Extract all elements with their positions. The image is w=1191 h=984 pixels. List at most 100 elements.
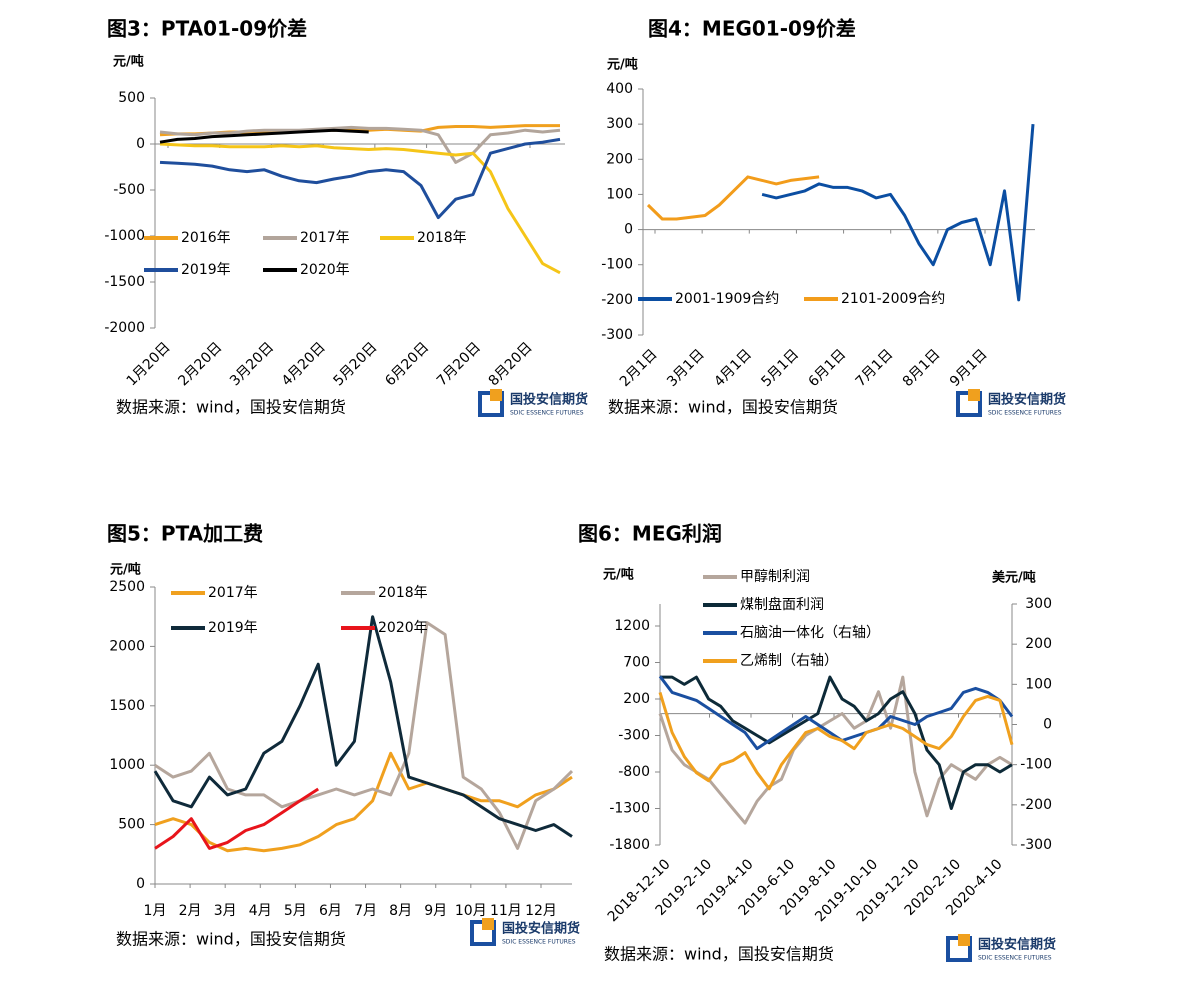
x-tick-label: 8月20日 <box>486 339 536 389</box>
series-line <box>159 128 369 144</box>
series-line <box>159 137 561 220</box>
y-unit: 元/吨 <box>110 562 141 578</box>
source: 数据来源：wind，国投安信期货 <box>608 398 838 417</box>
x-tick-label: 7月 <box>354 903 377 919</box>
y-tick-label: -200 <box>601 292 633 308</box>
y-tick-label: 2500 <box>109 579 145 595</box>
legend-label: 2019年 <box>208 620 258 636</box>
y-tick-label: 200 <box>606 151 633 167</box>
series-line <box>154 621 574 850</box>
legend-label: 2017年 <box>208 585 258 601</box>
y-tick-label: -300 <box>601 327 633 343</box>
x-tick-label: 5月1日 <box>758 346 802 390</box>
logo-icon-accent <box>968 389 980 401</box>
legend-label: 乙烯制（右轴） <box>740 653 838 669</box>
y-tick-label: -100 <box>601 257 633 273</box>
series-line <box>159 125 561 164</box>
y2-unit: 美元/吨 <box>992 570 1036 586</box>
y-tick-label: -300 <box>618 728 650 744</box>
y2-tick-label: -300 <box>1020 837 1052 853</box>
logo-icon-accent <box>482 918 494 930</box>
y2-tick-label: 100 <box>1025 676 1052 692</box>
legend-label: 煤制盘面利润 <box>740 596 824 613</box>
y-unit: 元/吨 <box>113 54 144 70</box>
x-tick-label: 12月 <box>525 903 557 919</box>
chart-title: 图6：MEG利润 <box>578 522 722 546</box>
x-tick-label: 4月20日 <box>279 339 329 389</box>
legend-label: 甲醇制利润 <box>740 568 810 585</box>
series-line <box>660 675 1013 810</box>
y-tick-label: -500 <box>113 182 145 198</box>
y-unit: 元/吨 <box>603 567 634 583</box>
logo-sub: SDIC ESSENCE FUTURES <box>502 939 576 946</box>
x-tick-label: 7月1日 <box>853 346 897 390</box>
y-tick-label: -1800 <box>609 837 650 853</box>
legend-label: 2018年 <box>378 585 428 601</box>
logo-text: 国投安信期货 <box>978 937 1056 953</box>
y-tick-label: 1500 <box>109 698 145 714</box>
x-tick-label: 4月1日 <box>711 346 755 390</box>
y-tick-label: 100 <box>606 186 633 202</box>
y2-tick-label: 300 <box>1025 596 1052 612</box>
x-tick-label: 3月1日 <box>664 346 708 390</box>
source: 数据来源：wind，国投安信期货 <box>116 398 346 417</box>
series-line <box>154 787 320 850</box>
y-unit: 元/吨 <box>607 57 638 73</box>
y-tick-label: 2000 <box>109 638 145 654</box>
y-tick-label: 700 <box>623 655 650 671</box>
y2-tick-label: 200 <box>1025 636 1052 652</box>
logo-sub: SDIC ESSENCE FUTURES <box>988 410 1062 417</box>
x-tick-label: 1月 <box>144 903 167 919</box>
x-tick-label: 3月 <box>214 903 237 919</box>
y2-tick-label: -100 <box>1020 757 1052 773</box>
legend-label: 2016年 <box>181 230 231 246</box>
legend-label: 石脑油一体化（右轴） <box>740 625 880 641</box>
y-tick-label: -1300 <box>609 801 650 817</box>
series-line <box>646 175 820 221</box>
y-tick-label: 400 <box>606 81 633 97</box>
x-tick-label: 2月1日 <box>617 346 661 390</box>
legend-label: 2001-1909合约 <box>675 291 779 307</box>
x-tick-label: 6月20日 <box>382 339 432 389</box>
x-tick-label: 8月1日 <box>900 346 944 390</box>
x-tick-label: 11月 <box>490 903 522 919</box>
y-tick-label: 1000 <box>109 757 145 773</box>
x-tick-label: 5月20日 <box>330 339 380 389</box>
legend-label: 2020年 <box>378 620 428 636</box>
x-tick-label: 9月 <box>424 903 447 919</box>
legend-label: 2019年 <box>181 262 231 278</box>
y-tick-label: 0 <box>136 136 145 152</box>
x-tick-label: 10月 <box>455 903 487 919</box>
logo-text: 国投安信期货 <box>510 392 588 408</box>
x-tick-label: 7月20日 <box>434 339 484 389</box>
y-tick-label: -1000 <box>104 228 145 244</box>
x-tick-label: 6月 <box>319 903 342 919</box>
series-line <box>658 675 1014 751</box>
series-line <box>159 142 561 275</box>
x-tick-label: 9月1日 <box>947 346 991 390</box>
y-tick-label: 1200 <box>614 618 650 634</box>
x-tick-label: 3月20日 <box>227 339 277 389</box>
x-tick-label: 8月 <box>389 903 412 919</box>
y-tick-label: -1500 <box>104 274 145 290</box>
chart-title: 图3：PTA01-09价差 <box>107 17 307 41</box>
logo-sub: SDIC ESSENCE FUTURES <box>978 955 1052 962</box>
y-tick-label: -800 <box>618 764 650 780</box>
x-tick-label: 2月 <box>179 903 202 919</box>
y-tick-label: 200 <box>623 691 650 707</box>
source: 数据来源：wind，国投安信期货 <box>116 930 346 949</box>
y2-tick-label: 0 <box>1043 717 1052 733</box>
y-tick-label: -2000 <box>104 320 145 336</box>
logo-icon-accent <box>490 389 502 401</box>
legend-label: 2018年 <box>417 230 467 246</box>
x-tick-label: 5月 <box>284 903 307 919</box>
chart-title: 图5：PTA加工费 <box>107 522 263 546</box>
y-tick-label: 300 <box>606 116 633 132</box>
series-line <box>761 123 1035 302</box>
series-line <box>153 615 573 838</box>
series-line <box>154 751 573 853</box>
